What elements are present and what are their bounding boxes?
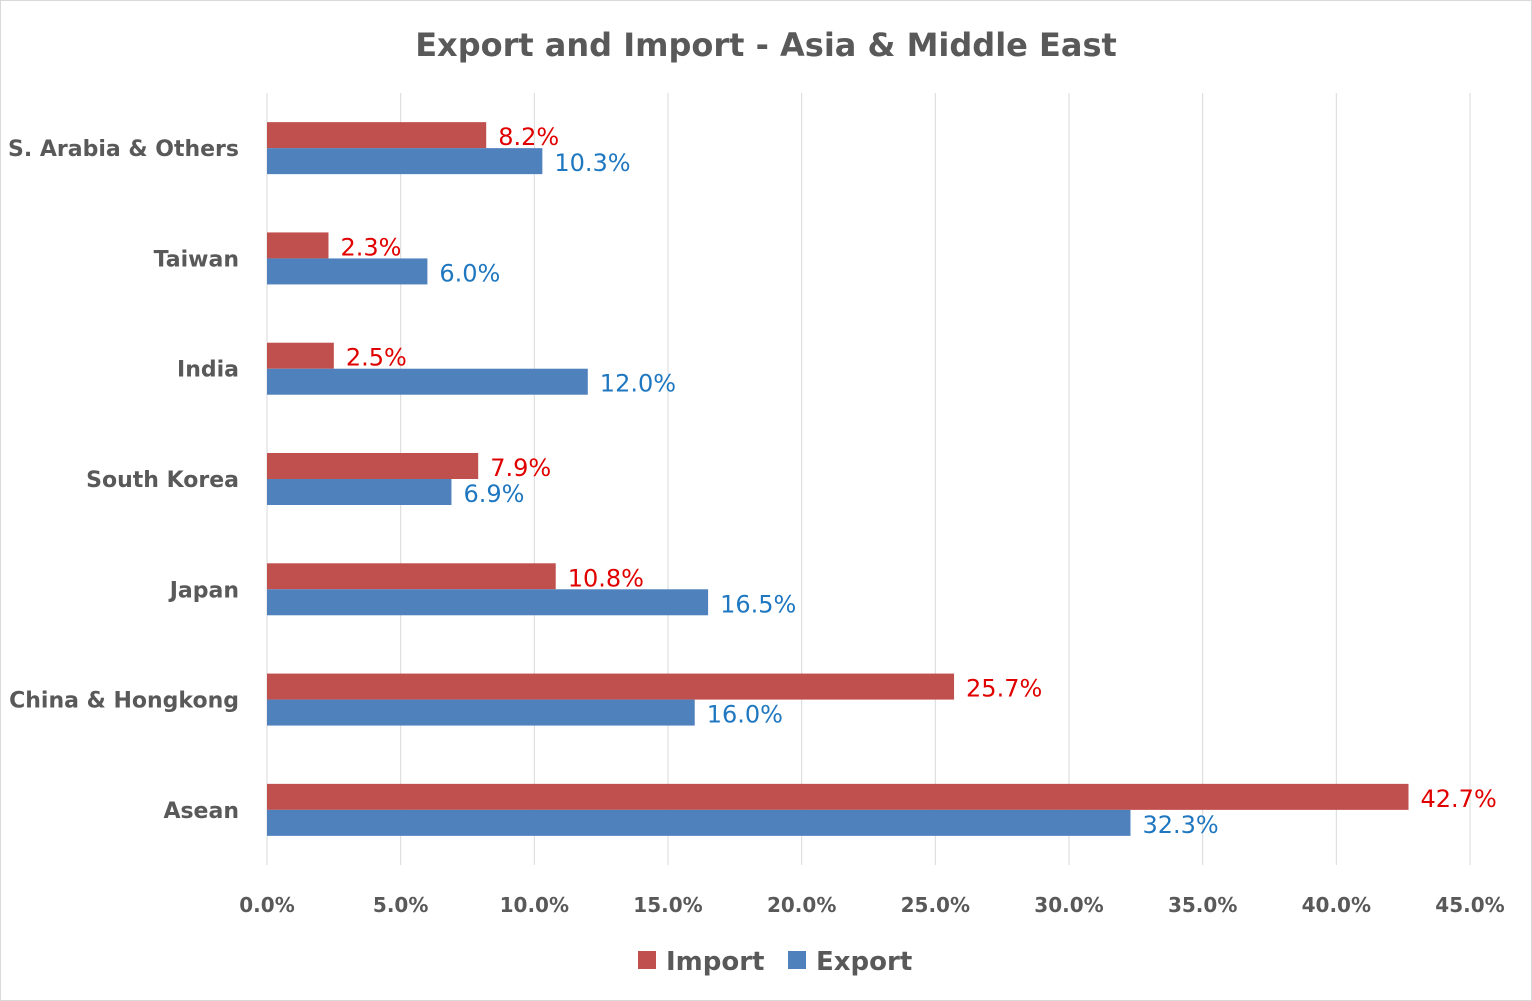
data-label-import: 7.9% <box>490 454 551 482</box>
legend-swatch-export <box>788 951 806 969</box>
x-tick-label: 45.0% <box>1435 893 1504 917</box>
x-tick-labels: 0.0% 5.0% 10.0% 15.0% 20.0% 25.0% 30.0% 35.0% 40… <box>239 893 1504 917</box>
legend: Import Export <box>638 947 912 977</box>
category-label: South Korea <box>86 468 239 493</box>
data-label-import: 2.5% <box>346 344 407 372</box>
bar-import <box>267 453 479 479</box>
data-label-export: 6.9% <box>463 480 524 508</box>
data-label-export: 32.3% <box>1142 811 1218 839</box>
bar-export <box>267 368 588 395</box>
bar-export <box>267 809 1131 836</box>
bar-export <box>267 699 695 726</box>
x-tick-label: 15.0% <box>633 893 702 917</box>
category-label: S. Arabia & Others <box>8 137 239 162</box>
x-tick-label: 10.0% <box>500 893 569 917</box>
x-tick-label: 40.0% <box>1302 893 1371 917</box>
grid-lines <box>266 93 1471 865</box>
data-label-import: 8.2% <box>498 123 559 151</box>
category-label: China & Hongkong <box>9 689 239 714</box>
bar-import <box>267 122 487 149</box>
data-label-export: 16.5% <box>720 590 796 618</box>
data-label-export: 16.0% <box>707 701 783 729</box>
data-label-import: 2.3% <box>340 233 401 261</box>
x-tick-label: 35.0% <box>1168 893 1237 917</box>
x-tick-label: 25.0% <box>901 893 970 917</box>
bar-import <box>267 563 556 590</box>
data-label-import: 42.7% <box>1421 785 1497 813</box>
data-label-export: 10.3% <box>554 149 630 177</box>
bar-export <box>267 148 543 175</box>
bar-import <box>267 783 1409 810</box>
bar-import <box>267 232 329 259</box>
chart-title: Export and Import - Asia & Middle East <box>415 26 1117 64</box>
data-label-import: 10.8% <box>568 564 644 592</box>
data-label-export: 6.0% <box>439 259 500 287</box>
category-label: Japan <box>168 578 239 603</box>
bar-export <box>267 258 428 285</box>
category-label: India <box>177 358 239 383</box>
bar-import <box>267 342 334 369</box>
x-tick-label: 0.0% <box>239 893 294 917</box>
category-label: Taiwan <box>154 247 239 272</box>
x-tick-label: 20.0% <box>767 893 836 917</box>
data-label-import: 25.7% <box>966 675 1042 703</box>
bars: 8.2%10.3% 2.3% 6.0% 2.5% 12.0% 7.9%6.9% 10.8% 1… <box>267 122 1497 839</box>
bar-export <box>267 589 709 616</box>
bar-export <box>267 479 452 505</box>
legend-swatch-import <box>638 951 656 969</box>
data-label-export: 12.0% <box>600 370 676 398</box>
category-labels: S. Arabia & Others Taiwan India South Korea… <box>8 137 239 824</box>
category-label: Asean <box>163 799 239 824</box>
x-tick-label: 5.0% <box>373 893 428 917</box>
bar-import <box>267 673 955 700</box>
legend-label-export: Export <box>816 947 912 977</box>
legend-label-import: Import <box>666 947 765 977</box>
x-tick-label: 30.0% <box>1034 893 1103 917</box>
